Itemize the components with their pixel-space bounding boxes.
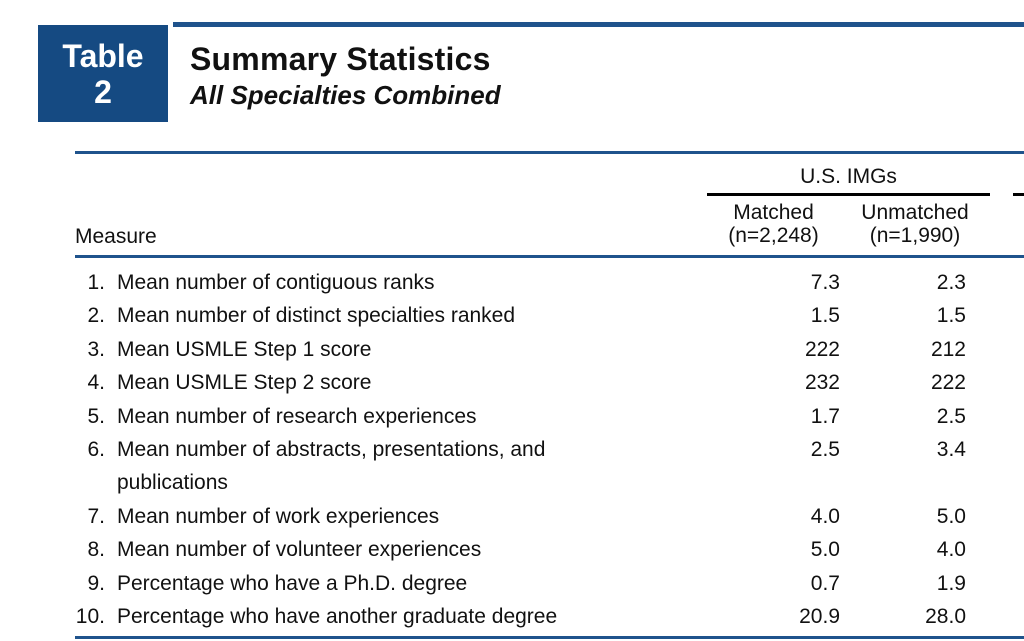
matched-label: Matched bbox=[733, 201, 814, 224]
table-header: Measure U.S. IMGs Matched (n=2,248) Unma… bbox=[75, 151, 1024, 258]
row-label: Mean number of volunteer experiences bbox=[105, 533, 700, 566]
matched-value: 4.0 bbox=[810, 504, 840, 528]
column-headers: Matched (n=2,248) Unmatched (n=1,990) bbox=[707, 201, 990, 247]
unmatched-value: 222 bbox=[930, 371, 966, 395]
row-label-text: Percentage who have a Ph.D. degree bbox=[117, 571, 468, 595]
table-row: 8. Mean number of volunteer experiences … bbox=[75, 533, 1024, 566]
row-number: 3. bbox=[87, 337, 105, 361]
row-label: Percentage who have a Ph.D. degree bbox=[105, 567, 700, 600]
unmatched-value: 5.0 bbox=[936, 504, 966, 528]
matched-n: (n=2,248) bbox=[728, 224, 819, 247]
next-group-rule-fragment bbox=[1013, 193, 1024, 196]
row-label: Mean number of contiguous ranks bbox=[105, 266, 700, 299]
table-row: 2. Mean number of distinct specialties r… bbox=[75, 299, 1024, 332]
row-spacer bbox=[990, 533, 1024, 566]
matched-value: 20.9 bbox=[799, 605, 840, 629]
row-label-text: Mean number of work experiences bbox=[117, 504, 440, 528]
title-block: Summary Statistics All Specialties Combi… bbox=[190, 40, 501, 110]
row-spacer bbox=[990, 433, 1024, 500]
row-spacer bbox=[990, 567, 1024, 600]
row-label: Mean USMLE Step 1 score bbox=[105, 333, 700, 366]
row-label-text: Mean number of contiguous ranks bbox=[117, 271, 435, 294]
row-number: 9. bbox=[87, 571, 105, 595]
row-label-text: Mean number of abstracts, presentations,… bbox=[117, 438, 546, 495]
badge-word: Table bbox=[62, 37, 144, 74]
row-number: 7. bbox=[87, 504, 105, 528]
unmatched-value: 212 bbox=[930, 337, 966, 361]
row-spacer bbox=[990, 600, 1024, 633]
row-label: Mean number of work experiences bbox=[105, 500, 700, 533]
row-number: 1. bbox=[87, 271, 105, 294]
unmatched-label: Unmatched bbox=[861, 201, 969, 224]
row-number: 4. bbox=[87, 371, 105, 395]
row-label-text: Mean number of research experiences bbox=[117, 404, 477, 428]
unmatched-value: 2.3 bbox=[936, 271, 966, 294]
row-number: 2. bbox=[87, 304, 105, 328]
row-label-text: Mean USMLE Step 2 score bbox=[117, 371, 372, 395]
page-title: Summary Statistics bbox=[190, 41, 491, 77]
unmatched-value: 2.5 bbox=[936, 404, 966, 428]
row-label: Mean number of distinct specialties rank… bbox=[105, 299, 700, 332]
page-subtitle: All Specialties Combined bbox=[190, 80, 501, 110]
unmatched-value: 1.9 bbox=[936, 571, 966, 595]
unmatched-value: 4.0 bbox=[936, 538, 966, 562]
table-row: 7. Mean number of work experiences 4.0 5… bbox=[75, 500, 1024, 533]
table-row: 6. Mean number of abstracts, presentatio… bbox=[75, 433, 1024, 500]
table-row: 10. Percentage who have another graduate… bbox=[75, 600, 1024, 633]
row-label-text: Mean number of volunteer experiences bbox=[117, 538, 482, 562]
measure-column-header: Measure bbox=[75, 225, 157, 248]
matched-value: 2.5 bbox=[810, 438, 840, 462]
row-label-text: Percentage who have another graduate deg… bbox=[117, 605, 558, 629]
table-row: 4. Mean USMLE Step 2 score 232 222 bbox=[75, 366, 1024, 399]
row-label-text: Mean number of distinct specialties rank… bbox=[117, 304, 516, 328]
table-row: 5. Mean number of research experiences 1… bbox=[75, 400, 1024, 433]
matched-column-header: Matched (n=2,248) bbox=[707, 201, 840, 247]
row-number: 6. bbox=[87, 438, 105, 462]
row-number: 5. bbox=[87, 404, 105, 428]
page-top-rule bbox=[173, 22, 1024, 27]
table-body: 1. Mean number of contiguous ranks 7.3 2… bbox=[75, 258, 1024, 640]
row-spacer bbox=[990, 500, 1024, 533]
row-label-text: Mean USMLE Step 1 score bbox=[117, 337, 372, 361]
row-number: 8. bbox=[87, 538, 105, 562]
row-number: 10. bbox=[75, 605, 105, 629]
group-header-label: U.S. IMGs bbox=[707, 160, 990, 196]
matched-value: 5.0 bbox=[810, 538, 840, 562]
matched-value: 1.7 bbox=[810, 404, 840, 428]
matched-value: 232 bbox=[804, 371, 840, 395]
table-row: 3. Mean USMLE Step 1 score 222 212 bbox=[75, 333, 1024, 366]
unmatched-column-header: Unmatched (n=1,990) bbox=[840, 201, 990, 247]
row-spacer bbox=[990, 333, 1024, 366]
column-group-us-imgs: U.S. IMGs Matched (n=2,248) Unmatched (n… bbox=[707, 160, 990, 247]
summary-statistics-table: Measure U.S. IMGs Matched (n=2,248) Unma… bbox=[75, 151, 1024, 640]
table-number-badge: Table 2 bbox=[38, 25, 168, 122]
row-label: Mean number of abstracts, presentations,… bbox=[105, 433, 700, 500]
matched-value: 7.3 bbox=[810, 271, 840, 294]
row-label: Mean number of research experiences bbox=[105, 400, 700, 433]
table-row: 9. Percentage who have a Ph.D. degree 0.… bbox=[75, 567, 1024, 600]
matched-value: 1.5 bbox=[810, 304, 840, 328]
matched-value: 0.7 bbox=[810, 571, 840, 595]
unmatched-n: (n=1,990) bbox=[869, 224, 961, 247]
badge-number: 2 bbox=[94, 73, 112, 110]
unmatched-value: 1.5 bbox=[936, 304, 966, 328]
row-spacer bbox=[990, 266, 1024, 299]
row-label: Mean USMLE Step 2 score bbox=[105, 366, 700, 399]
table-row: 1. Mean number of contiguous ranks 7.3 2… bbox=[75, 266, 1024, 299]
row-label: Percentage who have another graduate deg… bbox=[105, 600, 700, 633]
unmatched-value: 28.0 bbox=[925, 605, 966, 629]
matched-value: 222 bbox=[804, 337, 840, 361]
row-spacer bbox=[990, 366, 1024, 399]
unmatched-value: 3.4 bbox=[936, 438, 966, 462]
row-spacer bbox=[990, 400, 1024, 433]
row-spacer bbox=[990, 299, 1024, 332]
